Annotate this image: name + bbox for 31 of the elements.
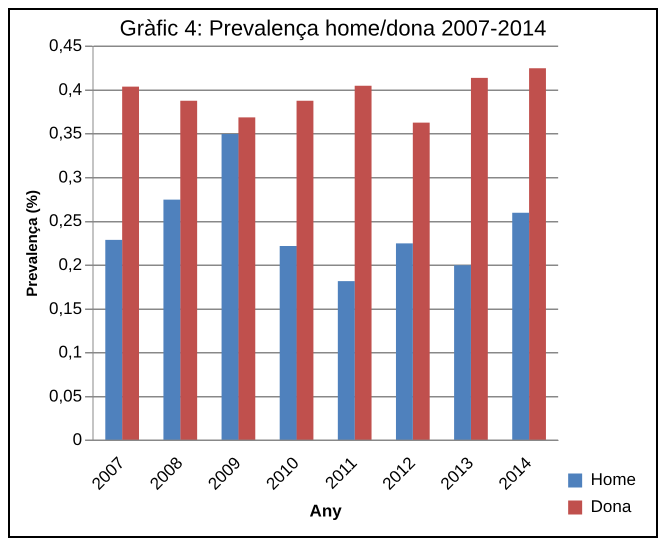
y-tick-label: 0,2 bbox=[58, 254, 82, 274]
bar bbox=[529, 68, 546, 440]
y-tick-label: 0,25 bbox=[48, 211, 82, 230]
y-tick-label: 0,1 bbox=[58, 342, 82, 362]
bar bbox=[512, 212, 530, 440]
x-axis-title: Any bbox=[310, 501, 342, 520]
bar bbox=[338, 281, 355, 440]
legend-label: Dona bbox=[590, 497, 632, 516]
bar bbox=[412, 122, 430, 440]
bar bbox=[354, 86, 372, 440]
bar bbox=[105, 240, 122, 440]
bar bbox=[222, 134, 238, 440]
bar bbox=[396, 243, 413, 440]
bar bbox=[470, 78, 488, 440]
bar bbox=[296, 100, 314, 440]
legend-label: Home bbox=[590, 470, 636, 490]
y-tick-label: 0,05 bbox=[48, 386, 82, 406]
y-tick-label: 0,3 bbox=[58, 167, 82, 186]
bar bbox=[454, 265, 471, 440]
bar bbox=[280, 246, 297, 440]
y-tick-label: 0,4 bbox=[58, 80, 82, 99]
bar bbox=[122, 86, 140, 440]
y-tick-label: 0 bbox=[72, 430, 82, 450]
chart-title: Gràfic 4: Prevalença home/dona 2007-2014 bbox=[120, 15, 546, 40]
bar bbox=[163, 200, 180, 440]
bar bbox=[238, 117, 256, 440]
y-axis-title: Prevalença (%) bbox=[24, 190, 42, 297]
y-tick-label: 0,35 bbox=[48, 124, 82, 143]
y-tick-label: 0,15 bbox=[48, 298, 82, 318]
y-tick-label: 0,45 bbox=[48, 36, 82, 56]
bar bbox=[180, 100, 198, 440]
